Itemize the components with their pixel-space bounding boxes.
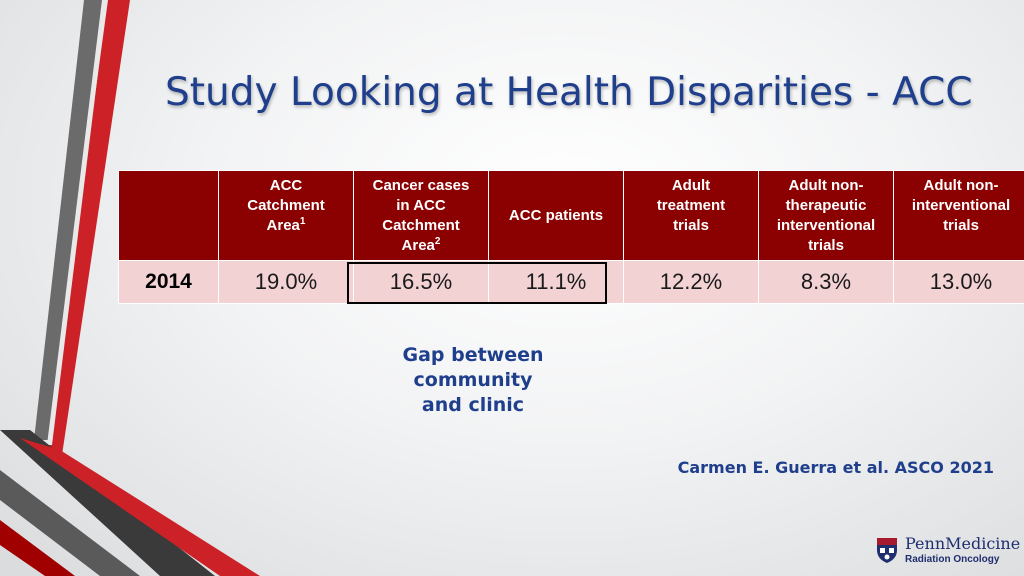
dark-stripe-diagonal [0, 430, 215, 576]
cell-cancer-cases: 16.5% [353, 260, 489, 304]
shield-icon [877, 538, 897, 563]
red-stripe-vertical [46, 0, 130, 455]
gap-note: Gap between community and clinic [402, 344, 544, 416]
cell-adult-treatment-trials: 12.2% [623, 260, 759, 304]
header-adult-non-therapeutic: Adult non- therapeutic interventional tr… [758, 170, 894, 261]
cell-acc-patients: 11.1% [488, 260, 624, 304]
penn-medicine-logo: PennMedicine Radiation Oncology [875, 534, 1020, 570]
citation: Carmen E. Guerra et al. ASCO 2021 [677, 458, 994, 477]
gray-stripe-vertical [34, 0, 106, 440]
header-adult-treatment-trials: Adult treatment trials [623, 170, 759, 261]
disparities-table: ACC Catchment Area1 Cancer cases in ACC … [118, 170, 1024, 304]
red-stripe-diagonal [20, 438, 260, 576]
gap-highlight-box [347, 262, 607, 304]
dark-red-stripe-diagonal [0, 520, 75, 576]
logo-department: Radiation Oncology [905, 554, 1000, 565]
header-acc-patients: ACC patients [488, 170, 624, 261]
white-stripe-vertical [47, 0, 107, 445]
cell-adult-non-interventional: 13.0% [893, 260, 1024, 304]
gray-stripe-diagonal [0, 470, 140, 576]
table-row: 2014 19.0% 16.5% 11.1% 12.2% 8.3% 13.0% [118, 260, 1024, 304]
slide-title: Study Looking at Health Disparities - AC… [165, 70, 973, 115]
header-acc-catchment: ACC Catchment Area1 [218, 170, 354, 261]
header-cancer-cases: Cancer cases in ACC Catchment Area2 [353, 170, 489, 261]
header-empty [118, 170, 219, 261]
row-label-year: 2014 [118, 260, 219, 304]
logo-name: PennMedicine [905, 534, 1021, 553]
cell-adult-non-therapeutic: 8.3% [758, 260, 894, 304]
cell-acc-catchment: 19.0% [218, 260, 354, 304]
table-header-row: ACC Catchment Area1 Cancer cases in ACC … [118, 170, 1024, 261]
header-adult-non-interventional: Adult non- interventional trials [893, 170, 1024, 261]
